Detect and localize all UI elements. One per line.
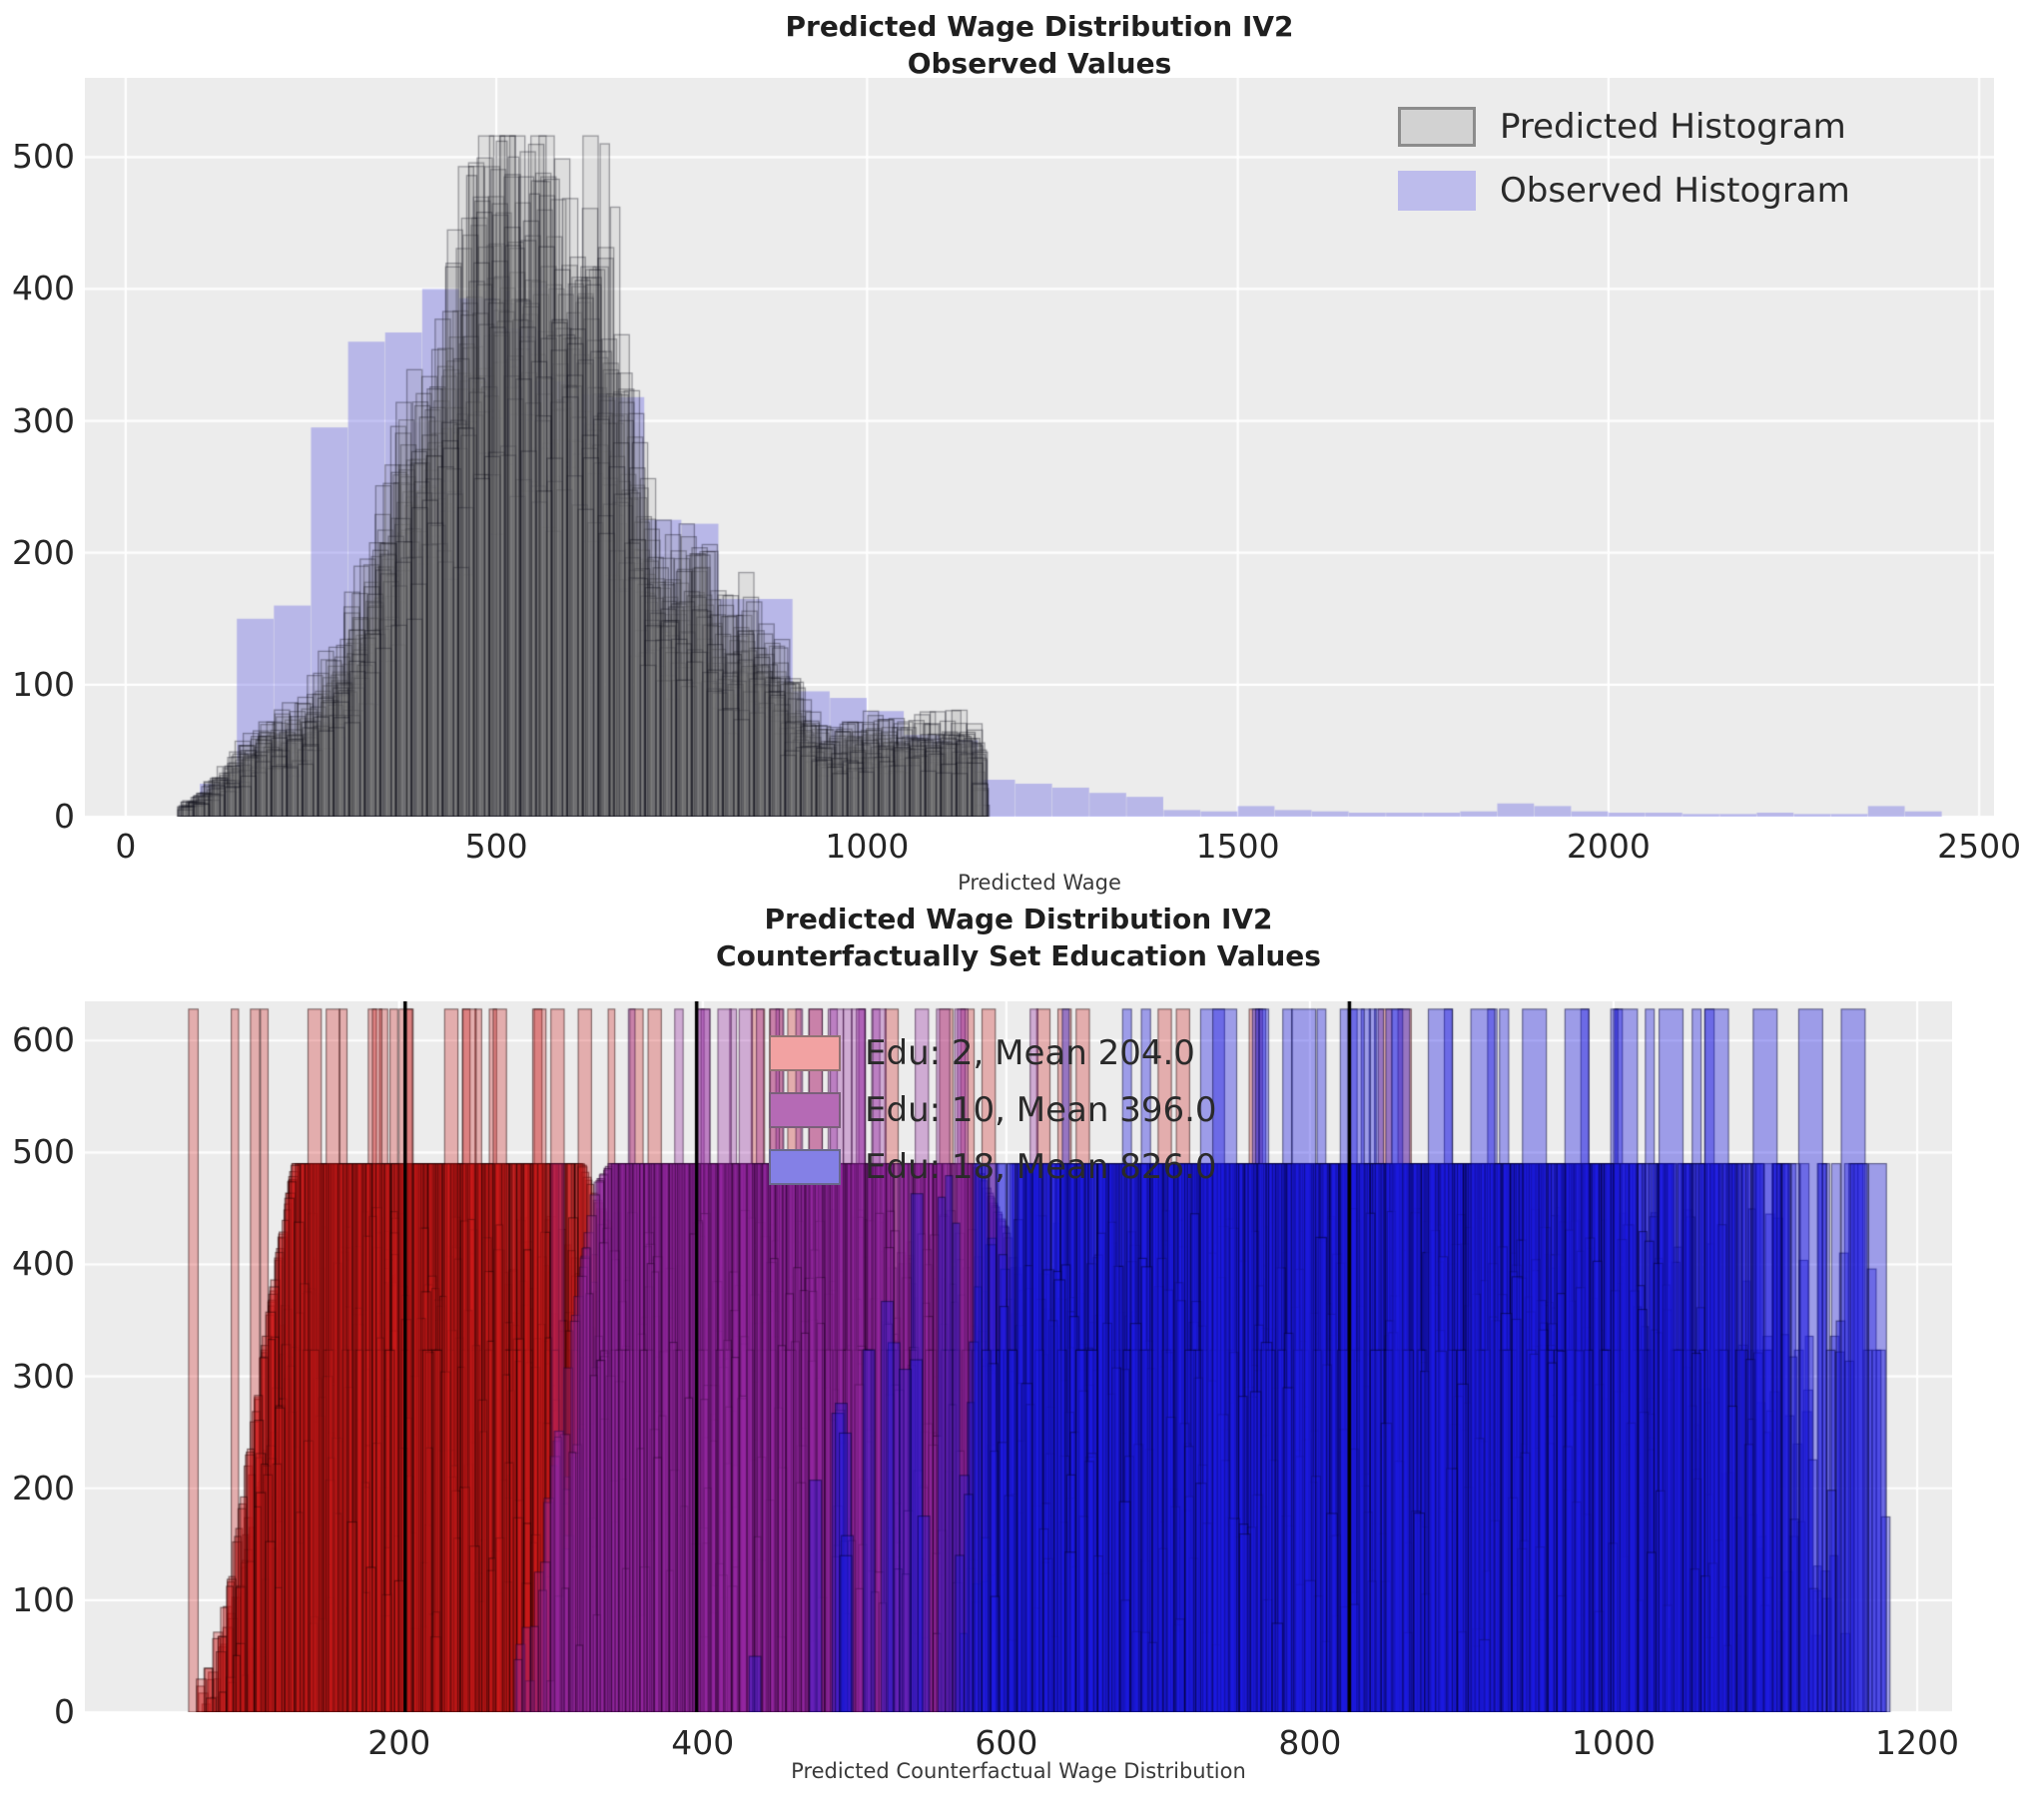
chart1-title: Predicted Wage Distribution IV2 Observed … xyxy=(85,8,1994,82)
chart2-xaxis-label: Predicted Counterfactual Wage Distributi… xyxy=(791,1759,1246,1783)
x-tick-label: 500 xyxy=(464,827,528,866)
y-tick-label: 200 xyxy=(12,532,75,572)
x-tick-label: 1000 xyxy=(1571,1723,1656,1762)
predicted-histogram-label: Predicted Histogram xyxy=(1500,107,1846,147)
y-tick-label: 0 xyxy=(54,1692,75,1731)
chart2-title-line1: Predicted Wage Distribution IV2 xyxy=(764,903,1273,935)
y-tick-label: 600 xyxy=(12,1020,75,1060)
y-tick-label: 0 xyxy=(54,797,75,836)
legend-item-edu-10: Edu: 10, Mean 396.0 xyxy=(769,1081,1217,1138)
chart2-plot-canvas xyxy=(85,1001,1952,1712)
chart1-legend: Predicted Histogram Observed Histogram xyxy=(1398,95,1850,223)
predicted-histogram-swatch xyxy=(1398,107,1476,147)
legend-item-predicted-histogram: Predicted Histogram xyxy=(1398,95,1850,159)
x-tick-label: 800 xyxy=(1278,1723,1342,1762)
edu-18-swatch xyxy=(769,1148,841,1185)
y-tick-label: 300 xyxy=(12,400,75,440)
edu-18-label: Edu: 18, Mean 826.0 xyxy=(865,1146,1217,1187)
y-tick-label: 100 xyxy=(12,664,75,704)
x-tick-label: 0 xyxy=(115,827,137,866)
chart1-xaxis-label: Predicted Wage xyxy=(958,871,1121,895)
edu-10-swatch xyxy=(769,1091,841,1128)
x-tick-label: 1000 xyxy=(825,827,910,866)
legend-item-edu-18: Edu: 18, Mean 826.0 xyxy=(769,1138,1217,1195)
x-tick-label: 2500 xyxy=(1937,827,2020,866)
x-tick-label: 1500 xyxy=(1195,827,1280,866)
chart2-title: Predicted Wage Distribution IV2 Counterfa… xyxy=(85,901,1952,974)
x-tick-label: 200 xyxy=(367,1723,431,1762)
edu-2-swatch xyxy=(769,1034,841,1071)
edu-10-label: Edu: 10, Mean 396.0 xyxy=(865,1089,1217,1130)
chart1-title-line1: Predicted Wage Distribution IV2 xyxy=(785,10,1294,43)
legend-item-edu-2: Edu: 2, Mean 204.0 xyxy=(769,1024,1217,1081)
x-tick-label: 600 xyxy=(975,1723,1038,1762)
observed-histogram-label: Observed Histogram xyxy=(1500,171,1850,211)
observed-histogram-swatch xyxy=(1398,171,1476,211)
legend-item-observed-histogram: Observed Histogram xyxy=(1398,159,1850,223)
chart2-title-line2: Counterfactually Set Education Values xyxy=(716,939,1321,972)
y-tick-label: 400 xyxy=(12,1244,75,1284)
chart2-legend: Edu: 2, Mean 204.0 Edu: 10, Mean 396.0 E… xyxy=(769,1024,1217,1195)
chart1-plot-canvas xyxy=(85,78,1994,817)
edu-2-label: Edu: 2, Mean 204.0 xyxy=(865,1032,1195,1073)
y-tick-label: 400 xyxy=(12,269,75,308)
y-tick-label: 100 xyxy=(12,1579,75,1619)
y-tick-label: 500 xyxy=(12,137,75,177)
x-tick-label: 400 xyxy=(671,1723,735,1762)
y-tick-label: 300 xyxy=(12,1356,75,1396)
y-tick-label: 500 xyxy=(12,1132,75,1172)
x-tick-label: 2000 xyxy=(1566,827,1651,866)
chart1-title-line2: Observed Values xyxy=(907,47,1172,80)
x-tick-label: 1200 xyxy=(1875,1723,1960,1762)
y-tick-label: 200 xyxy=(12,1468,75,1508)
